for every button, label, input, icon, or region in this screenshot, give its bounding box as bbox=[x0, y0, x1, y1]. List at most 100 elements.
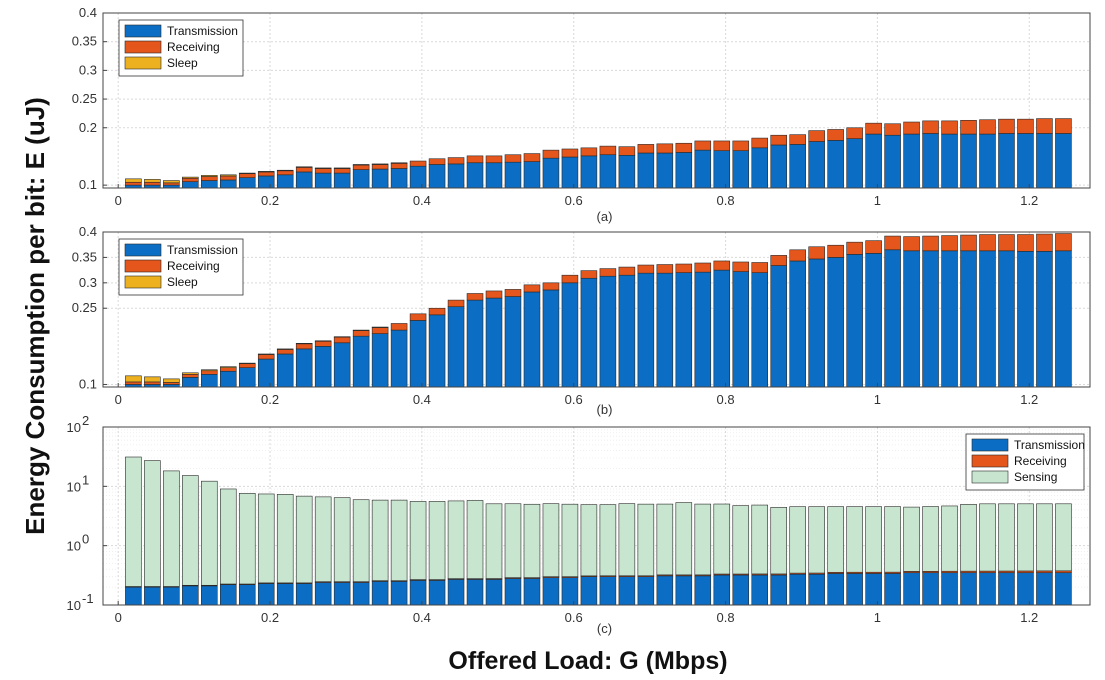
y-tick-exponent: 0 bbox=[82, 532, 89, 547]
bar-transmission-12 bbox=[333, 342, 351, 388]
y-tick-label: 0.3 bbox=[79, 275, 97, 290]
bar-transmission-13 bbox=[352, 169, 370, 189]
bar-receiving-15 bbox=[390, 163, 408, 169]
bar-sensing-26 bbox=[599, 504, 617, 577]
bar-receiving-7 bbox=[238, 173, 256, 178]
bar-receiving-16 bbox=[409, 160, 427, 167]
x-tick-label: 0.4 bbox=[413, 610, 431, 625]
bar-transmission-47 bbox=[998, 572, 1015, 606]
bar-transmission-5 bbox=[201, 373, 218, 388]
bar-receiving-41 bbox=[884, 123, 901, 136]
bar-transmission-24 bbox=[561, 577, 579, 606]
bar-sensing-14 bbox=[371, 499, 389, 581]
bar-sleep-12 bbox=[333, 167, 351, 169]
bar-transmission-46 bbox=[979, 572, 996, 606]
bar-receiving-19 bbox=[466, 293, 484, 301]
bar-sensing-35 bbox=[770, 506, 787, 575]
bar-sensing-8 bbox=[257, 493, 275, 584]
bar-sensing-7 bbox=[238, 493, 256, 585]
bar-receiving-20 bbox=[485, 155, 503, 164]
bar-sensing-44 bbox=[941, 505, 958, 572]
bar-sensing-1 bbox=[125, 456, 142, 587]
bar-sensing-31 bbox=[694, 503, 712, 576]
bar-receiving-25 bbox=[580, 270, 598, 279]
bar-transmission-30 bbox=[675, 152, 693, 189]
bar-transmission-26 bbox=[599, 154, 617, 189]
bar-transmission-49 bbox=[1036, 133, 1053, 189]
bar-transmission-29 bbox=[656, 575, 674, 606]
bar-sensing-5 bbox=[201, 480, 218, 586]
bar-transmission-8 bbox=[257, 175, 275, 189]
bar-sleep-6 bbox=[220, 174, 237, 177]
bar-receiving-21 bbox=[504, 289, 522, 297]
bar-receiving-30 bbox=[675, 263, 693, 273]
bar-transmission-21 bbox=[504, 161, 522, 189]
bar-receiving-50 bbox=[1055, 233, 1072, 252]
bar-transmission-45 bbox=[960, 250, 977, 388]
bar-receiving-24 bbox=[561, 148, 579, 158]
legend-label-receiving: Receiving bbox=[1014, 454, 1067, 468]
bar-transmission-11 bbox=[314, 172, 332, 189]
bar-receiving-40 bbox=[865, 122, 882, 135]
bar-receiving-48 bbox=[1017, 234, 1034, 252]
bar-sensing-38 bbox=[827, 506, 844, 573]
x-tick-label: 0.8 bbox=[717, 193, 735, 208]
bar-transmission-40 bbox=[865, 253, 882, 388]
bar-receiving-38 bbox=[827, 244, 844, 258]
x-tick-label: 1 bbox=[874, 392, 881, 407]
bar-receiving-4 bbox=[182, 177, 199, 182]
bar-sensing-43 bbox=[922, 506, 939, 572]
bar-sensing-4 bbox=[182, 475, 199, 586]
bar-sleep-3 bbox=[163, 180, 180, 184]
bar-transmission-14 bbox=[371, 333, 389, 388]
bar-receiving-30 bbox=[675, 142, 693, 153]
bar-receiving-31 bbox=[694, 140, 712, 151]
bar-sleep-11 bbox=[314, 167, 332, 169]
bar-transmission-43 bbox=[922, 133, 939, 189]
bar-receiving-9 bbox=[276, 349, 294, 355]
bar-receiving-26 bbox=[599, 268, 617, 277]
bar-transmission-20 bbox=[485, 162, 503, 189]
bar-receiving-42 bbox=[903, 236, 920, 252]
bar-receiving-13 bbox=[352, 164, 370, 170]
bar-transmission-32 bbox=[713, 574, 731, 606]
bar-receiving-34 bbox=[751, 137, 769, 149]
bar-transmission-1 bbox=[125, 586, 142, 606]
bar-receiving-22 bbox=[523, 153, 541, 162]
bar-transmission-21 bbox=[504, 578, 522, 606]
bar-transmission-35 bbox=[770, 265, 787, 388]
bar-sleep-13 bbox=[352, 329, 370, 331]
bar-transmission-35 bbox=[770, 144, 787, 189]
bar-receiving-2 bbox=[144, 381, 161, 385]
y-tick-label: 0.25 bbox=[72, 300, 97, 315]
bar-transmission-44 bbox=[941, 133, 958, 189]
bar-transmission-10 bbox=[295, 583, 313, 606]
bar-transmission-20 bbox=[485, 579, 503, 606]
bar-transmission-5 bbox=[201, 180, 218, 189]
bar-sensing-41 bbox=[884, 506, 901, 573]
bar-transmission-48 bbox=[1017, 572, 1034, 606]
y-axis-title: Energy Consumption per bit: E (uJ) bbox=[20, 97, 50, 535]
y-tick-label: 0.35 bbox=[72, 249, 97, 264]
bar-transmission-19 bbox=[466, 162, 484, 189]
bar-transmission-28 bbox=[637, 152, 655, 189]
bar-sleep-10 bbox=[295, 342, 313, 345]
bar-receiving-14 bbox=[371, 164, 389, 170]
bar-sleep-13 bbox=[352, 164, 370, 166]
bar-receiving-6 bbox=[220, 175, 237, 181]
bar-sleep-8 bbox=[257, 171, 275, 173]
bar-receiving-38 bbox=[827, 129, 844, 141]
bar-sleep-1 bbox=[125, 178, 142, 183]
bar-transmission-26 bbox=[599, 275, 617, 388]
bar-transmission-10 bbox=[295, 171, 313, 189]
bar-sleep-8 bbox=[257, 353, 275, 355]
bar-transmission-40 bbox=[865, 133, 882, 189]
panel-sublabel: (a) bbox=[597, 209, 613, 224]
bar-receiving-20 bbox=[485, 290, 503, 299]
bar-transmission-30 bbox=[675, 272, 693, 388]
bar-receiving-41 bbox=[884, 235, 901, 251]
bar-transmission-30 bbox=[675, 575, 693, 606]
y-tick-label: 0.25 bbox=[72, 91, 97, 106]
bar-transmission-41 bbox=[884, 573, 901, 606]
